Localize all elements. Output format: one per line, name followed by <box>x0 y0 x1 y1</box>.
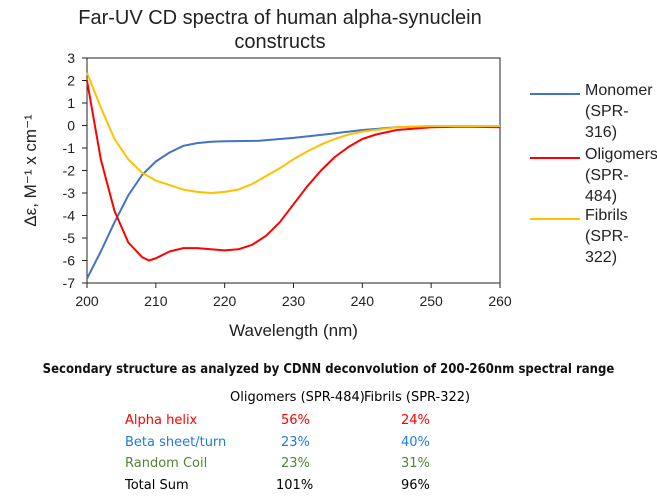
header-fibrils: Fibrils (SPR-322) <box>364 390 471 405</box>
x-axis-label: Wavelength (nm) <box>229 321 358 340</box>
x-tick-label: 250 <box>419 293 443 309</box>
legend-label-line: Monomer <box>585 82 653 99</box>
legend-swatch <box>530 218 580 220</box>
x-tick-label: 240 <box>351 293 375 309</box>
legend-label-line: (SPR-316) <box>585 103 629 141</box>
fibrils-value: 31% <box>401 456 430 471</box>
legend-label-line: Oligomers <box>585 146 657 163</box>
y-tick-label: -1 <box>63 140 76 156</box>
legend-swatch <box>530 157 580 159</box>
header-oligomers: Oligomers (SPR-484) <box>230 390 365 405</box>
x-tick-label: 200 <box>75 293 99 309</box>
legend-label: Monomer (SPR-316) <box>585 80 657 143</box>
oligomers-value: 101% <box>276 477 314 493</box>
fibrils-value: 96% <box>401 477 430 493</box>
legend-label-line: (SPR-322) <box>585 228 629 266</box>
chart-title: Far-UV CD spectra of human alpha-synucle… <box>78 7 482 53</box>
oligomers-value: 23% <box>281 456 310 471</box>
row-label: Total Sum <box>125 477 189 493</box>
x-tick-label: 210 <box>144 293 168 309</box>
x-tick-label: 260 <box>488 293 512 309</box>
series-line-1 <box>86 80 501 262</box>
x-tick-label: 230 <box>282 293 306 309</box>
y-tick-label: -6 <box>63 253 76 269</box>
y-tick-label: 3 <box>67 50 75 66</box>
legend-label: Fibrils (SPR-322) <box>585 205 657 268</box>
y-tick-label: 2 <box>67 73 75 89</box>
y-tick-label: -7 <box>63 275 76 291</box>
y-tick-label: -2 <box>63 163 76 179</box>
y-tick-label: -4 <box>63 208 76 224</box>
y-axis-label: Δε, M⁻¹ x cm⁻¹ <box>21 114 40 227</box>
oligomers-value: 56% <box>281 413 310 428</box>
fibrils-value: 40% <box>401 434 430 450</box>
legend-swatch <box>530 93 580 95</box>
series-line-0 <box>86 125 500 279</box>
y-tick-label: -3 <box>63 185 76 201</box>
legend-label-line: (SPR-484) <box>585 167 629 205</box>
table-title: Secondary structure as analyzed by CDNN … <box>42 362 615 377</box>
plot-frame <box>86 57 501 284</box>
row-label: Beta sheet/turn <box>125 434 227 450</box>
y-tick-label: -5 <box>63 230 76 246</box>
row-label: Alpha helix <box>125 413 198 428</box>
fibrils-value: 24% <box>401 413 430 428</box>
x-tick-label: 220 <box>213 293 237 309</box>
y-tick-label: 1 <box>67 95 75 111</box>
series-line-2 <box>86 72 500 194</box>
legend-label-line: Fibrils <box>585 207 628 224</box>
y-tick-label: 0 <box>67 118 75 134</box>
row-label: Random Coil <box>125 456 208 471</box>
oligomers-value: 23% <box>281 434 310 450</box>
legend-label: Oligomers (SPR-484) <box>585 144 657 207</box>
